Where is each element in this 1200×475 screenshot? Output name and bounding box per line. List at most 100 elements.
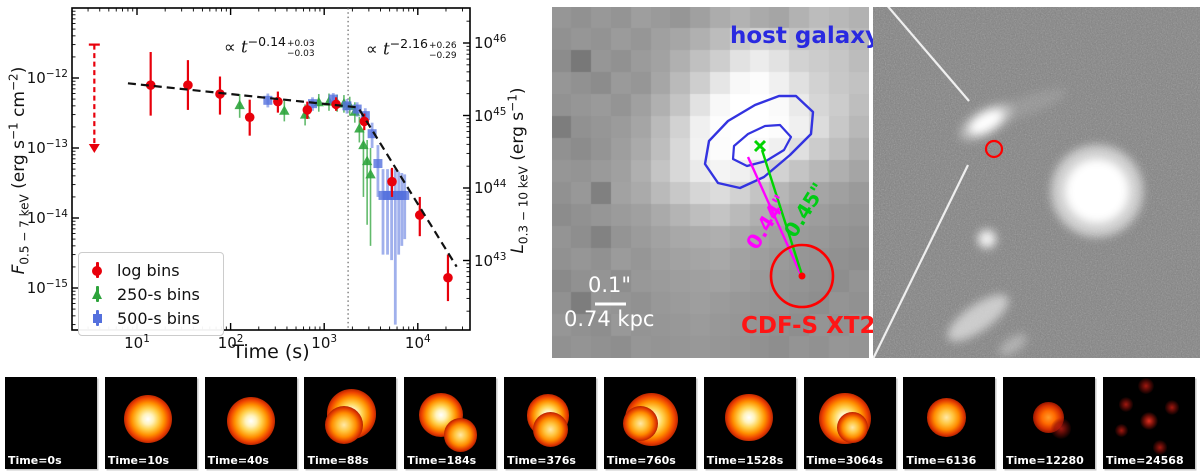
y-axis-label-luminosity: L0.3 − 10 keV (erg s−1) <box>505 87 531 254</box>
host-galaxy-overlay <box>595 94 835 309</box>
timelapse-frame-7: Time=1528s <box>703 377 796 469</box>
frame-time-label: Time=24568 <box>1105 454 1184 467</box>
y-tick-label-luminosity: 1043 <box>474 250 507 270</box>
xray-emission-blob <box>1114 423 1128 437</box>
errorbar-circle-marker-icon <box>89 261 105 279</box>
lower-galaxy-tail <box>999 334 1027 356</box>
y-axis-label-flux: F0.5 − 7 keV (erg s−1 cm−2) <box>6 66 32 275</box>
timelapse-frame-4: Time=184s <box>404 377 497 469</box>
x-tick-label: 101 <box>124 333 150 352</box>
chart-legend: log bins 250-s bins 500-s bins <box>78 252 224 336</box>
outer-contour <box>703 94 815 190</box>
xray-emission-blob <box>1118 397 1134 412</box>
frame-time-label: Time=10s <box>107 454 170 467</box>
annotation-errors: +0.03 −0.03 <box>287 39 315 59</box>
xray-emission-blob <box>124 395 172 444</box>
timelapse-frame-5: Time=376s <box>504 377 597 469</box>
y-tick-label-luminosity: 1045 <box>474 105 507 125</box>
xray-emission-blob <box>1050 418 1072 439</box>
timelapse-frame-11: Time=24568 <box>1102 377 1195 469</box>
frame-time-label: Time=3064s <box>806 454 884 467</box>
legend-item-250s-bins: 250-s bins <box>89 284 215 304</box>
legend-item-log-bins: log bins <box>89 260 215 280</box>
timelapse-frame-0: Time=0s <box>5 377 97 469</box>
powerlaw-fit-line <box>127 82 458 268</box>
xray-emission-blob <box>532 411 568 447</box>
source-name-label: CDF-S XT2 <box>741 313 876 339</box>
annotation-errors: +0.26 −0.29 <box>429 41 457 61</box>
series-500-s-bins <box>263 93 410 325</box>
transient-position-circle <box>984 139 1004 159</box>
host-galaxy-image <box>552 7 869 358</box>
host-galaxy-label: host galaxy <box>730 23 881 49</box>
scale-bar-kpc-label: 0.74 kpc <box>564 307 655 331</box>
host-galaxy-panel: host galaxy 0.45" 0.44" 0.1" 0.74 kpc CD… <box>552 7 880 358</box>
image-noise <box>873 7 1200 358</box>
xray-emission-blob <box>927 398 966 437</box>
lightcurve-chart <box>71 7 471 331</box>
field-sources <box>947 89 1143 356</box>
x-axis-label: Time (s) <box>232 341 310 363</box>
source-position-circle <box>769 243 835 309</box>
scale-bar-arcsec-label: 0.1" <box>588 273 632 297</box>
y-tick-label-flux: 10−12 <box>26 68 68 87</box>
frame-time-label: Time=1528s <box>706 454 784 467</box>
errorbar-triangle-marker-icon <box>89 285 105 303</box>
x-ray-position-cross <box>753 139 767 153</box>
annotation-exponent: −0.14 <box>247 34 286 49</box>
legend-label: log bins <box>117 260 180 280</box>
frame-time-label: Time=760s <box>606 454 676 467</box>
xray-emission-blob <box>623 406 659 442</box>
small-source <box>978 230 996 248</box>
timelapse-frame-10: Time=12280 <box>1003 377 1096 469</box>
y-tick-label-flux: 10−15 <box>26 278 68 297</box>
frame-time-label: Time=40s <box>207 454 269 467</box>
offset-line-green <box>760 149 804 276</box>
annotation-prefix: ∝ t <box>366 39 390 59</box>
x-tick-label: 102 <box>217 333 244 352</box>
xray-emission-blob <box>1137 377 1155 395</box>
axis-ticks <box>72 8 470 330</box>
frame-time-label: Time=88s <box>307 454 369 467</box>
frame-time-label: Time=184s <box>407 454 477 467</box>
timelapse-frame-1: Time=10s <box>104 377 197 469</box>
annotation-prefix: ∝ t <box>224 37 248 57</box>
timelapse-frame-2: Time=40s <box>204 377 297 469</box>
series-250-s-bins <box>234 93 376 246</box>
legend-label: 500-s bins <box>117 308 200 328</box>
xray-emission-blob <box>1139 411 1159 431</box>
field-image <box>873 7 1200 358</box>
annotation-exponent: −2.16 <box>389 36 428 51</box>
field-image-panel <box>873 7 1200 358</box>
timelapse-frame-9: Time=6136 <box>903 377 996 469</box>
x-tick-label: 104 <box>404 333 431 352</box>
xray-emission-blob <box>1164 400 1180 415</box>
y-tick-label-luminosity: 1046 <box>474 33 507 52</box>
xray-timelapse-strip: Time=0s Time=10s Time=40s Time=88s Time=184s… <box>0 377 1200 473</box>
pointer-line-lower <box>873 164 969 358</box>
source-position-dot <box>798 272 806 280</box>
lower-galaxy <box>947 294 1009 342</box>
pointer-line-upper <box>886 7 970 102</box>
lightcurve-panel: F0.5 − 7 keV (erg s−1 cm−2) L0.3 − 10 ke… <box>0 0 545 375</box>
powerlaw-annotation-late: ∝ t−2.16 +0.26 −0.29 <box>366 36 457 61</box>
inner-contour <box>731 123 793 168</box>
y-tick-label-flux: 10−13 <box>26 138 68 157</box>
xray-emission-blob <box>226 397 275 446</box>
powerlaw-annotation-early: ∝ t−0.14 +0.03 −0.03 <box>224 34 315 59</box>
offset-line-magenta <box>746 156 803 276</box>
timelapse-frame-8: Time=3064s <box>803 377 896 469</box>
xray-emission-blob <box>724 393 773 442</box>
y-tick-label-flux: 10−14 <box>26 208 68 227</box>
legend-label: 250-s bins <box>117 284 200 304</box>
frame-time-label: Time=376s <box>507 454 576 467</box>
host-galaxy-core <box>968 109 1004 135</box>
frame-time-label: Time=6136 <box>906 454 977 467</box>
y-tick-label-luminosity: 1044 <box>474 178 507 197</box>
errorbar-square-marker-icon <box>89 309 105 327</box>
xray-emission-blob <box>1152 440 1168 456</box>
xray-emission-blob <box>443 418 477 452</box>
bright-star <box>1065 159 1129 223</box>
upper-limit-arrow <box>88 43 100 153</box>
timelapse-frame-3: Time=88s <box>304 377 397 469</box>
